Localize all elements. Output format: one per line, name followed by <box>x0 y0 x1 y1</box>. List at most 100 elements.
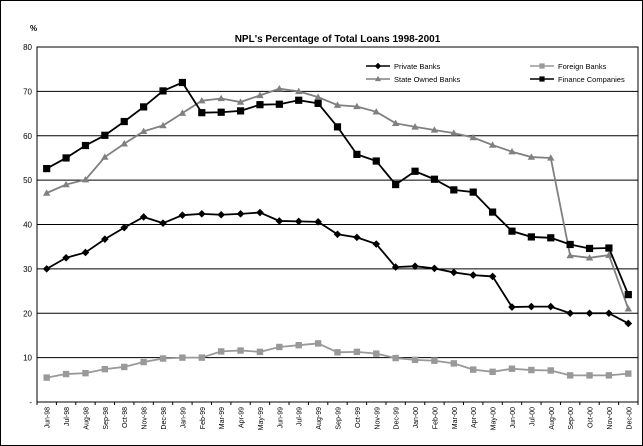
legend-item: Foreign Banks <box>530 62 607 71</box>
data-point <box>101 365 109 373</box>
data-point <box>120 223 129 232</box>
data-point <box>217 94 225 102</box>
data-point <box>391 263 400 271</box>
legend-item: State Owned Banks <box>366 75 461 84</box>
data-point <box>140 358 147 366</box>
data-point <box>101 153 109 160</box>
x-tick-label: Jul-00 <box>529 407 536 426</box>
data-point <box>469 271 478 279</box>
data-point <box>539 76 545 82</box>
x-tick-label: Apr-99 <box>239 407 246 428</box>
data-point <box>236 210 245 218</box>
series-foreign-banks <box>43 340 632 381</box>
legend-item: Finance Companies <box>530 75 625 84</box>
data-point <box>450 360 458 367</box>
data-point <box>314 99 322 107</box>
legend-label: Finance Companies <box>558 75 625 84</box>
data-point <box>121 363 128 371</box>
data-point <box>101 235 109 243</box>
data-point <box>488 208 497 216</box>
data-point <box>256 208 264 217</box>
data-point <box>314 340 322 347</box>
data-point <box>528 366 535 374</box>
x-tick-label: Oct-99 <box>355 407 362 428</box>
data-point <box>605 244 613 252</box>
data-point <box>508 365 516 372</box>
x-tick-label: Nov-99 <box>374 407 381 430</box>
data-point <box>392 180 400 189</box>
data-point <box>236 98 245 105</box>
x-tick-label: Jul-99 <box>297 407 304 426</box>
x-tick-label: Aug-99 <box>316 407 323 430</box>
data-point <box>547 367 554 374</box>
data-point <box>82 369 89 377</box>
data-point <box>197 210 206 218</box>
data-point <box>566 309 574 318</box>
data-point <box>275 217 284 225</box>
data-point <box>585 254 594 261</box>
data-point <box>120 117 128 126</box>
data-point <box>159 121 167 129</box>
data-point <box>140 103 148 111</box>
data-point <box>62 370 70 378</box>
x-tick-label: Oct-00 <box>588 407 595 428</box>
y-tick-label: 20 <box>23 309 32 318</box>
data-point <box>237 347 244 354</box>
data-point <box>295 96 303 104</box>
data-point <box>374 62 382 70</box>
x-tick-label: Mar-00 <box>452 407 459 429</box>
y-tick-label: 10 <box>23 354 32 363</box>
x-tick-label: Jan-00 <box>413 407 420 429</box>
data-point <box>62 180 70 188</box>
data-point <box>547 154 555 161</box>
data-point <box>295 87 303 95</box>
data-point <box>159 355 167 362</box>
y-tick-label: 60 <box>23 132 32 141</box>
y-tick-label: 40 <box>23 221 32 230</box>
x-tick-label: Feb-00 <box>432 407 439 429</box>
data-point <box>430 175 439 183</box>
data-point <box>81 248 90 257</box>
data-point <box>159 87 167 95</box>
data-point <box>236 107 245 115</box>
data-point <box>178 78 187 87</box>
data-point <box>43 374 50 381</box>
data-point <box>139 213 148 221</box>
series-lines <box>42 78 633 381</box>
data-point <box>353 150 361 158</box>
data-point <box>333 123 342 131</box>
data-point <box>333 101 342 108</box>
chart-title: NPL's Percentage of Total Loans 1998-200… <box>235 34 441 45</box>
data-point <box>178 211 187 219</box>
data-point <box>527 233 535 241</box>
x-tick-label: Jan-99 <box>180 407 187 429</box>
legend: Private Banks Foreign Banks State Owned Ba… <box>366 62 625 84</box>
series-finance-companies <box>43 78 632 299</box>
data-point <box>508 303 516 311</box>
series-state-owned-banks <box>42 85 633 312</box>
data-point <box>178 109 187 116</box>
data-point <box>62 253 70 262</box>
x-tick-label: Dec-98 <box>161 407 168 430</box>
data-point <box>217 348 225 355</box>
data-point <box>527 153 536 160</box>
data-point <box>450 186 458 194</box>
data-point <box>256 348 264 356</box>
data-point <box>566 251 574 259</box>
x-tick-label: Jul-98 <box>64 407 71 426</box>
data-point <box>139 127 148 135</box>
y-tick-label: 50 <box>23 176 32 185</box>
data-point <box>81 175 90 183</box>
data-point <box>566 372 574 379</box>
x-tick-label: Apr-00 <box>471 407 478 428</box>
x-tick-label: Dec-99 <box>394 407 401 430</box>
data-point <box>392 354 399 362</box>
data-point <box>624 291 632 299</box>
data-point <box>294 217 303 226</box>
data-point <box>546 302 555 311</box>
x-tick-label: Sep-99 <box>336 407 343 430</box>
x-tick-label: Jun-00 <box>510 407 517 429</box>
data-point <box>430 126 439 133</box>
data-point <box>527 302 536 311</box>
